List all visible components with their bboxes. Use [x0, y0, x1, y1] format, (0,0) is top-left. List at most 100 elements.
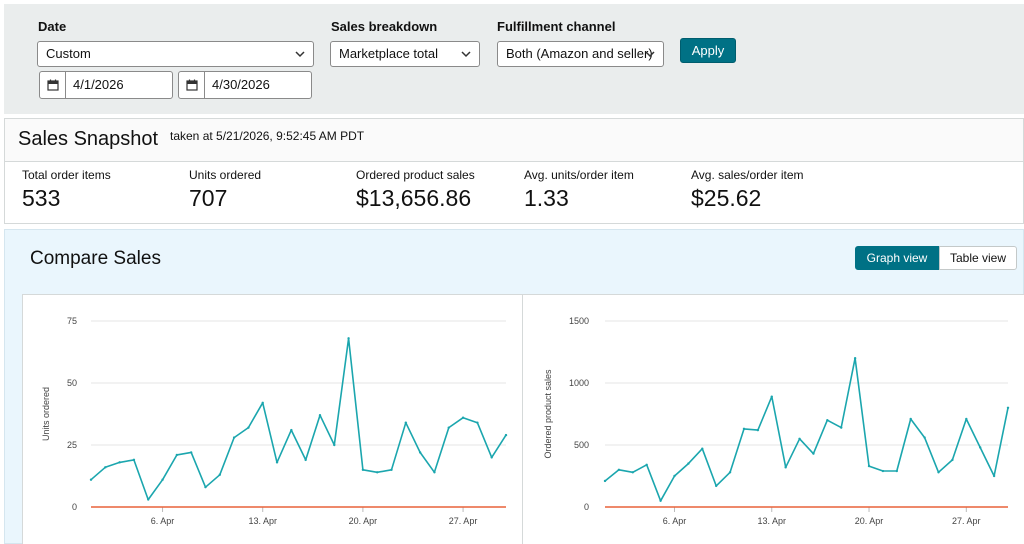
data-point — [118, 461, 121, 464]
data-point — [418, 451, 422, 454]
y-tick-label: 0 — [72, 502, 77, 512]
metric-label: Total order items — [22, 168, 111, 182]
data-point — [867, 464, 871, 468]
data-point — [645, 463, 648, 467]
end-date-field[interactable]: 4/30/2026 — [178, 71, 312, 99]
data-point — [728, 471, 732, 474]
data-point — [247, 426, 250, 429]
data-point — [476, 421, 479, 424]
x-tick-label: 20. Apr — [349, 516, 378, 526]
metric-value: $13,656.86 — [356, 185, 472, 211]
x-tick-label: 13. Apr — [757, 516, 786, 526]
chevron-down-icon — [461, 51, 471, 58]
data-point — [784, 466, 787, 469]
snapshot-timestamp: taken at 5/21/2026, 9:52:45 AM PDT — [170, 129, 365, 143]
fulfillment-channel-label: Fulfillment channel — [497, 19, 616, 34]
graph-view-button[interactable]: Graph view — [855, 246, 939, 270]
sales-snapshot-title: Sales Snapshot — [18, 128, 159, 150]
data-point — [147, 498, 150, 501]
data-point — [461, 416, 465, 419]
fulfillment-channel-value: Both (Amazon and seller) — [506, 46, 653, 61]
metric-label: Avg. sales/order item — [691, 168, 804, 182]
data-point — [798, 437, 801, 440]
data-point — [812, 452, 815, 455]
table-view-button[interactable]: Table view — [939, 246, 1017, 270]
data-point — [447, 426, 450, 429]
metric-value: $25.62 — [691, 185, 762, 211]
units-ordered-chart-box: 0 25 50 75 Units ordered 6. Apr 13. Apr 20. Apr… — [22, 294, 523, 544]
fulfillment-channel-select[interactable]: Both (Amazon and seller) — [497, 41, 664, 67]
data-point — [923, 436, 926, 439]
data-point — [232, 436, 236, 439]
sales-snapshot-metrics: Total order items 533 Units ordered 707 … — [4, 162, 1024, 224]
data-point — [104, 466, 107, 469]
y-tick-label: 25 — [67, 440, 77, 450]
y-axis-label: Ordered product sales — [543, 369, 553, 459]
data-point — [701, 447, 704, 450]
metric-total-order-items: Total order items 533 — [22, 168, 111, 212]
compare-sales-title: Compare Sales — [30, 248, 161, 269]
metric-value: 533 — [22, 185, 61, 211]
data-point — [714, 484, 718, 488]
data-point — [204, 485, 207, 489]
data-point — [617, 468, 621, 471]
metric-avg-sales-per-order-item: Avg. sales/order item $25.62 — [691, 168, 804, 212]
data-point — [1006, 406, 1010, 409]
data-point — [361, 468, 365, 471]
data-point — [89, 478, 93, 481]
sales-breakdown-value: Marketplace total — [339, 46, 438, 61]
data-point — [189, 451, 193, 454]
data-point — [909, 417, 912, 421]
calendar-icon[interactable] — [40, 72, 66, 98]
ordered-product-sales-chart-box: 0 500 1000 1500 Ordered product sales 6. Apr 1… — [522, 294, 1024, 544]
data-point — [937, 471, 940, 474]
x-tick-label: 6. Apr — [663, 516, 687, 526]
series-line — [90, 337, 507, 501]
metric-value: 1.33 — [524, 185, 569, 211]
data-point — [404, 421, 408, 424]
data-point — [742, 427, 746, 431]
chevron-down-icon — [295, 51, 305, 58]
chevron-down-icon — [645, 51, 655, 58]
data-point — [853, 357, 857, 360]
metric-units-ordered: Units ordered 707 — [189, 168, 261, 212]
x-tick-label: 27. Apr — [952, 516, 981, 526]
data-point — [659, 499, 662, 502]
series-line — [604, 357, 1009, 502]
data-point — [673, 474, 676, 478]
data-point — [979, 446, 982, 449]
metric-ordered-product-sales: Ordered product sales $13,656.86 — [356, 168, 475, 212]
x-tick-label: 6. Apr — [151, 516, 175, 526]
y-tick-label: 50 — [67, 378, 77, 388]
data-point — [290, 428, 293, 432]
sales-breakdown-select[interactable]: Marketplace total — [330, 41, 480, 67]
date-range-select[interactable]: Custom — [37, 41, 314, 67]
data-point — [132, 458, 136, 462]
units-ordered-chart: 0 25 50 75 Units ordered 6. Apr 13. Apr 20. Apr… — [41, 316, 508, 526]
filter-panel: Date Sales breakdown Fulfillment channel… — [4, 4, 1024, 114]
data-point — [333, 443, 336, 447]
date-label: Date — [38, 19, 67, 34]
sales-snapshot-header: Sales Snapshot taken at 5/21/2026, 9:52:… — [4, 118, 1024, 162]
start-date-field[interactable]: 4/1/2026 — [39, 71, 173, 99]
data-point — [631, 471, 634, 474]
y-tick-label: 1000 — [569, 378, 589, 388]
apply-button[interactable]: Apply — [680, 38, 736, 63]
ordered-product-sales-chart: 0 500 1000 1500 Ordered product sales 6. Apr 1… — [543, 316, 1010, 526]
end-date-value: 4/30/2026 — [212, 77, 270, 92]
data-point — [433, 471, 436, 474]
data-point — [275, 461, 279, 464]
metric-avg-units-per-order-item: Avg. units/order item 1.33 — [524, 168, 634, 212]
y-tick-label: 1500 — [569, 316, 589, 326]
data-point — [504, 433, 508, 437]
data-point — [261, 401, 264, 405]
sales-breakdown-label: Sales breakdown — [331, 19, 438, 34]
data-point — [318, 414, 322, 417]
data-point — [951, 458, 954, 462]
data-point — [992, 474, 996, 478]
y-tick-label: 500 — [574, 440, 589, 450]
data-point — [376, 471, 379, 474]
data-point — [826, 419, 829, 422]
calendar-icon[interactable] — [179, 72, 205, 98]
date-range-value: Custom — [46, 46, 91, 61]
